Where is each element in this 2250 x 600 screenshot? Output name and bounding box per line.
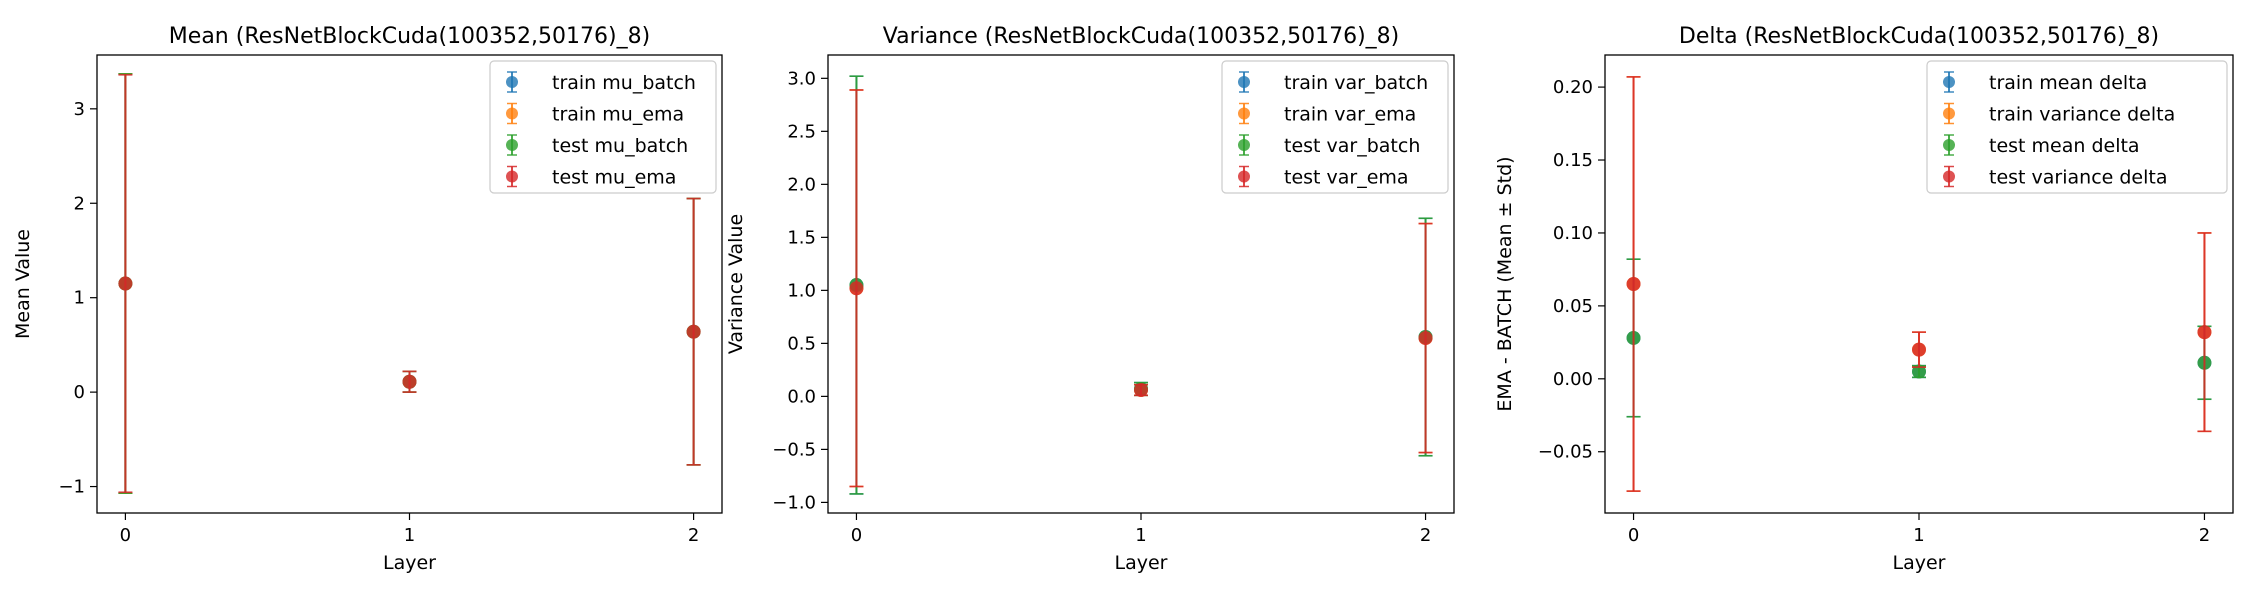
legend-box <box>1926 60 2228 194</box>
x-tick-label: 0 <box>851 525 862 546</box>
legend-marker <box>506 107 518 120</box>
data-point <box>1912 364 1926 379</box>
y-tick-label: 2.5 <box>787 121 816 142</box>
legend-marker <box>1943 170 1955 183</box>
legend-entry: test mean delta <box>1943 134 2140 157</box>
legend-entry: train var_ema <box>1238 102 1416 126</box>
legend-marker <box>1943 139 1955 151</box>
y-tick-label: 0 <box>74 382 85 403</box>
chart-panel-2: Variance (ResNetBlockCuda(100352,50176)_… <box>725 24 1455 574</box>
y-tick-label: −1 <box>58 477 85 498</box>
chart-panel-3: Delta (ResNetBlockCuda(100352,50176)_8) L… <box>1494 24 2234 574</box>
y-tick-label: 0.05 <box>1553 296 1593 317</box>
y-axis-label: EMA - BATCH (Mean ± Std) <box>1494 156 1516 411</box>
legend-entry: test mu_batch <box>506 134 688 157</box>
legend-marker <box>1943 107 1955 120</box>
legend-marker <box>1943 76 1955 88</box>
legend-marker <box>506 76 518 88</box>
data-point <box>1134 383 1148 398</box>
legend-marker <box>506 170 518 183</box>
data-point <box>1418 331 1433 346</box>
chart-title: Mean (ResNetBlockCuda(100352,50176)_8) <box>169 24 650 49</box>
legend-marker <box>1238 107 1250 120</box>
data-point <box>849 281 864 296</box>
legend-marker <box>1238 76 1250 88</box>
series-test-variance-delta <box>1626 76 2212 492</box>
y-tick-label: 0.0 <box>787 386 816 407</box>
x-tick-label: 0 <box>120 525 131 546</box>
x-tick-label: 2 <box>1420 525 1431 546</box>
x-tick-label: 2 <box>688 525 699 546</box>
legend-box <box>489 60 717 194</box>
chart-title: Variance (ResNetBlockCuda(100352,50176)_… <box>883 24 1399 49</box>
legend-box <box>1221 60 1449 194</box>
data-point <box>2197 325 2212 340</box>
legend-label: test var_ema <box>1284 167 1409 189</box>
x-axis-label: Layer <box>383 552 436 574</box>
y-tick-label: 0.20 <box>1553 77 1593 98</box>
x-tick-label: 1 <box>1135 525 1146 546</box>
x-tick-label: 2 <box>2199 525 2210 546</box>
chart-panel-1: Mean (ResNetBlockCuda(100352,50176)_8) La… <box>12 24 723 574</box>
y-tick-label: 0.5 <box>787 333 816 354</box>
y-tick-label: 1.0 <box>787 280 816 301</box>
y-tick-label: 3.0 <box>787 68 816 89</box>
legend-marker <box>1238 170 1250 183</box>
legend-label: train var_batch <box>1284 72 1428 94</box>
y-tick-label: 0.00 <box>1553 369 1593 390</box>
y-tick-label: 1 <box>74 288 85 309</box>
y-tick-label: 3 <box>74 99 85 120</box>
y-tick-label: −0.05 <box>1538 442 1593 463</box>
x-axis-label: Layer <box>1115 552 1168 574</box>
legend-label: test mu_ema <box>552 167 676 189</box>
y-tick-label: −1.0 <box>772 492 816 513</box>
x-tick-label: 0 <box>1628 525 1639 546</box>
legend-entry: train var_batch <box>1238 71 1428 94</box>
legend-marker <box>1238 139 1250 151</box>
legend-label: train variance delta <box>1989 104 2175 126</box>
data-point <box>686 324 701 339</box>
legend-label: test variance delta <box>1989 167 2168 189</box>
legend-label: test mu_batch <box>552 135 688 157</box>
y-tick-label: 0.10 <box>1553 223 1593 244</box>
legend-entry: test mu_ema <box>506 165 676 189</box>
data-point <box>118 276 133 291</box>
legend-entry: test var_batch <box>1238 134 1420 157</box>
series-test-mu-ema <box>118 74 701 494</box>
data-point <box>1912 342 1926 357</box>
legend-entry: test var_ema <box>1238 165 1409 189</box>
legend-label: test var_batch <box>1284 135 1420 157</box>
legend-entry: train variance delta <box>1943 102 2175 126</box>
y-tick-label: 2.0 <box>787 174 816 195</box>
legend-entry: train mu_batch <box>506 71 696 94</box>
x-tick-label: 1 <box>404 525 415 546</box>
y-tick-label: 0.15 <box>1553 150 1593 171</box>
series-test-var-ema <box>849 89 1433 488</box>
legend-label: train var_ema <box>1284 104 1416 126</box>
y-tick-label: 2 <box>74 193 85 214</box>
legend-label: train mean delta <box>1989 72 2147 94</box>
legend-entry: test variance delta <box>1943 165 2168 189</box>
legend-marker <box>506 139 518 151</box>
legend-label: train mu_batch <box>552 72 696 94</box>
y-axis-label: Variance Value <box>725 214 747 354</box>
y-tick-label: −0.5 <box>772 439 816 460</box>
y-axis-label: Mean Value <box>12 229 34 339</box>
x-axis-label: Layer <box>1893 552 1946 574</box>
data-point <box>1626 277 1641 291</box>
legend-entry: train mean delta <box>1943 71 2147 94</box>
x-tick-label: 1 <box>1913 525 1924 546</box>
legend-label: train mu_ema <box>552 104 684 126</box>
legend-entry: train mu_ema <box>506 102 684 126</box>
legend: train mean delta train variance delta test… <box>1926 60 2228 194</box>
chart-title: Delta (ResNetBlockCuda(100352,50176)_8) <box>1679 24 2159 49</box>
y-tick-label: 1.5 <box>787 227 816 248</box>
legend-label: test mean delta <box>1989 135 2140 157</box>
data-point <box>402 374 417 389</box>
